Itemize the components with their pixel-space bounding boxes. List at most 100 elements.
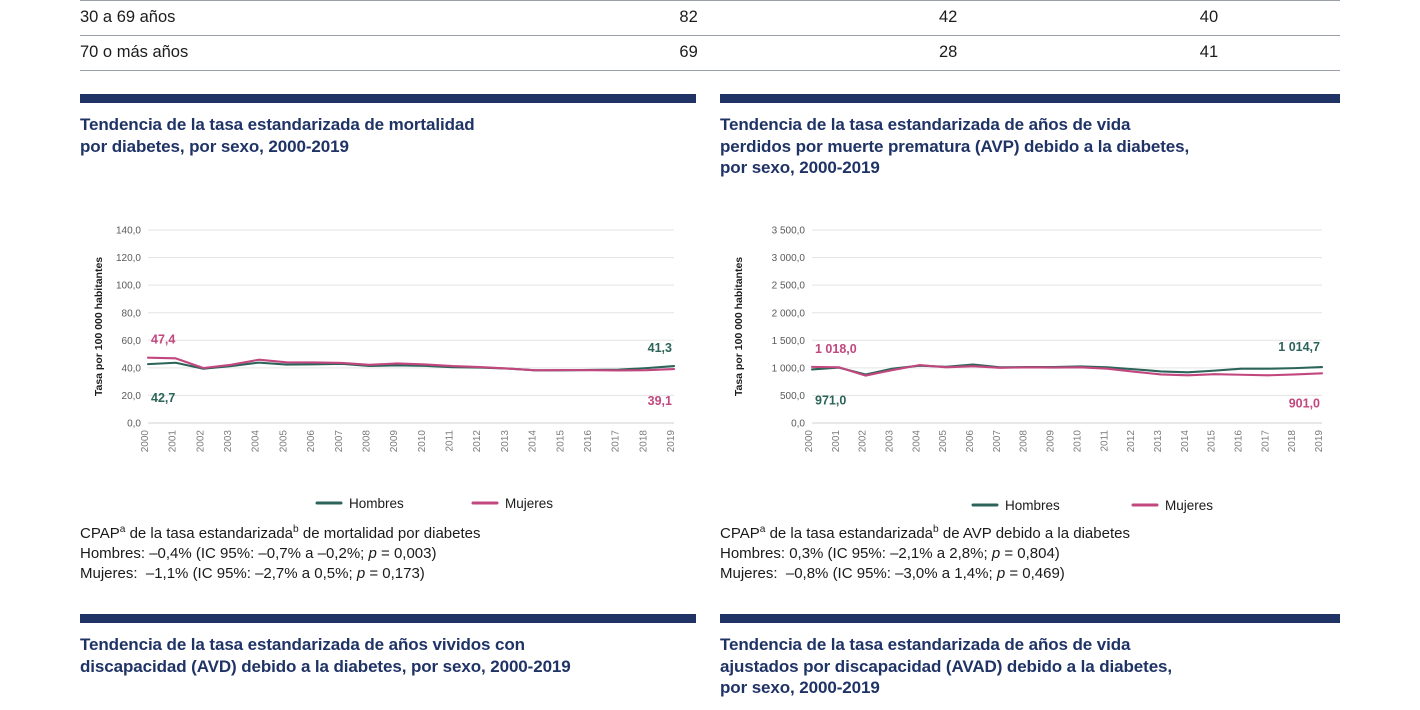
- panel-avp: Tendencia de la tasa estandarizada de añ…: [720, 94, 1340, 179]
- x-axis-tick-label: 2007: [334, 430, 345, 453]
- y-axis-tick-label: 2 000,0: [772, 308, 806, 319]
- data-label-end-mujeres: 39,1: [648, 394, 672, 408]
- table-row: 70 o más años 69 28 41: [80, 35, 1340, 71]
- y-axis-tick-label: 20,0: [122, 391, 142, 402]
- x-axis-tick-label: 2016: [583, 430, 594, 453]
- y-axis-tick-label: 1 500,0: [772, 336, 806, 347]
- table-cell-agegroup: 30 a 69 años: [80, 0, 559, 36]
- data-label-end-mujeres: 901,0: [1289, 396, 1320, 410]
- y-axis-tick-label: 2 500,0: [772, 281, 806, 292]
- x-axis-tick-label: 2002: [858, 430, 869, 453]
- x-axis-tick-label: 2015: [555, 430, 566, 453]
- x-axis-tick-label: 2006: [306, 430, 317, 453]
- x-axis-tick-label: 2004: [251, 430, 262, 453]
- series-line-hombres: [810, 363, 1324, 376]
- x-axis-tick-label: 2005: [278, 430, 289, 453]
- y-axis-tick-label: 120,0: [116, 253, 141, 264]
- y-axis-tick-label: 0,0: [791, 419, 805, 430]
- x-axis-tick-label: 2015: [1207, 430, 1218, 453]
- data-label-end-hombres: 1 014,7: [1278, 340, 1320, 354]
- y-axis-tick-label: 100,0: [116, 281, 141, 292]
- x-axis-tick-label: 2017: [611, 430, 622, 453]
- x-axis-tick-label: 2002: [195, 430, 206, 453]
- data-label-start-hombres: 971,0: [815, 393, 846, 407]
- caption-line-1: CPAPa de la tasa estandarizadab de morta…: [80, 524, 481, 542]
- x-axis-tick-label: 2010: [417, 430, 428, 453]
- x-axis-tick-label: 2014: [1180, 430, 1191, 453]
- x-axis-tick-label: 2011: [445, 430, 456, 452]
- table-cell-value-1: 82: [558, 0, 819, 36]
- x-axis-tick-label: 2009: [1046, 430, 1057, 453]
- panel-avad: Tendencia de la tasa estandarizada de añ…: [720, 614, 1340, 699]
- panel-title-avp: Tendencia de la tasa estandarizada de añ…: [720, 115, 1190, 178]
- panel-rule: [720, 94, 1340, 103]
- data-label-start-mujeres: 47,4: [151, 333, 175, 347]
- legend-label-hombres: Hombres: [349, 496, 404, 511]
- table-cell-value-1: 69: [558, 35, 819, 71]
- x-axis-tick-label: 2001: [831, 430, 842, 453]
- data-label-end-hombres: 41,3: [648, 341, 672, 355]
- x-axis-tick-label: 2008: [361, 430, 372, 453]
- table-cell-value-3: 41: [1077, 35, 1340, 71]
- y-axis-tick-label: 0,0: [127, 419, 141, 430]
- legend-label-hombres: Hombres: [1005, 498, 1060, 513]
- x-axis-tick-label: 2006: [965, 430, 976, 453]
- x-axis-tick-label: 2019: [1314, 430, 1325, 453]
- y-axis-tick-label: 60,0: [122, 336, 142, 347]
- x-axis-tick-label: 2019: [666, 430, 677, 453]
- x-axis-tick-label: 2003: [223, 430, 234, 453]
- table-row: 30 a 69 años 82 42 40: [80, 0, 1340, 36]
- x-axis-tick-label: 2018: [1287, 430, 1298, 453]
- footnote-marker-a: a: [759, 524, 766, 535]
- y-axis-tick-label: 80,0: [122, 308, 142, 319]
- panel-mortalidad: Tendencia de la tasa estandarizada de mo…: [80, 94, 696, 157]
- y-axis-tick-label: 3 000,0: [772, 253, 806, 264]
- x-axis-tick-label: 2017: [1260, 430, 1271, 453]
- footnote-marker-b: b: [933, 524, 939, 535]
- panel-rule: [80, 614, 696, 623]
- panel-title-avad: Tendencia de la tasa estandarizada de añ…: [720, 635, 1173, 698]
- panel-rule: [80, 94, 696, 103]
- chart-svg-avp: 0,0 500,0 1 000,0 1 500,0 2 000,0 2 500,0 3 00…: [733, 226, 1325, 513]
- caption-avp: CPAPa de la tasa estandarizadab de AVP d…: [720, 524, 1130, 584]
- table-cell-agegroup: 70 o más años: [80, 35, 559, 71]
- x-axis-tick-label: 2012: [1126, 430, 1137, 453]
- table-cell-value-3: 40: [1077, 0, 1340, 36]
- panel-title-mortalidad: Tendencia de la tasa estandarizada de mo…: [80, 115, 475, 156]
- y-axis-tick-label: 140,0: [116, 226, 141, 237]
- x-axis-tick-label: 2012: [472, 430, 483, 453]
- x-axis-tick-label: 2016: [1233, 430, 1244, 453]
- x-axis-tick-label: 2008: [1019, 430, 1030, 453]
- table-cell-value-2: 42: [818, 0, 1078, 36]
- x-axis-tick-label: 2001: [168, 430, 179, 453]
- x-axis-tick-label: 2011: [1099, 430, 1110, 452]
- x-axis-tick-label: 2009: [389, 430, 400, 453]
- data-label-start-mujeres: 1 018,0: [815, 342, 857, 356]
- caption-line-mujeres: Mujeres: –1,1% (IC 95%: –2,7% a 0,5%; p …: [80, 564, 425, 582]
- footnote-marker-b: b: [293, 524, 299, 535]
- x-axis-tick-label: 2013: [1153, 430, 1164, 453]
- panel-avd: Tendencia de la tasa estandarizada de añ…: [80, 614, 696, 677]
- y-axis-title: Tasa por 100 000 habitantes: [93, 257, 105, 396]
- caption-line-mujeres: Mujeres: –0,8% (IC 95%: –3,0% a 1,4%; p …: [720, 564, 1065, 582]
- chart-mortalidad: 0,0 20,0 40,0 60,0 80,0 100,0 120,0 140,0 Tasa p…: [80, 218, 696, 518]
- x-axis-tick-label: 2003: [885, 430, 896, 453]
- y-axis-tick-label: 40,0: [122, 363, 142, 374]
- x-axis-tick-label: 2013: [500, 430, 511, 453]
- chart-avp: 0,0 500,0 1 000,0 1 500,0 2 000,0 2 500,0 3 00…: [720, 218, 1340, 518]
- y-axis-title: Tasa por 100 000 habitantes: [733, 257, 745, 396]
- caption-line-hombres: Hombres: –0,4% (IC 95%: –0,7% a –0,2%; p…: [80, 544, 437, 562]
- x-axis-tick-label: 2014: [528, 430, 539, 453]
- chart-svg-mortalidad: 0,0 20,0 40,0 60,0 80,0 100,0 120,0 140,0 Tasa p…: [93, 226, 677, 511]
- x-axis-tick-label: 2005: [938, 430, 949, 453]
- y-axis-tick-label: 3 500,0: [772, 226, 806, 237]
- y-axis-tick-label: 500,0: [780, 391, 805, 402]
- legend-label-mujeres: Mujeres: [505, 496, 553, 511]
- data-label-start-hombres: 42,7: [151, 391, 175, 405]
- panel-rule: [720, 614, 1340, 623]
- caption-mortalidad: CPAPa de la tasa estandarizadab de morta…: [80, 524, 480, 584]
- x-axis-tick-label: 2018: [638, 430, 649, 453]
- series-line-mujeres: [146, 356, 676, 372]
- series-line-mujeres: [810, 364, 1324, 377]
